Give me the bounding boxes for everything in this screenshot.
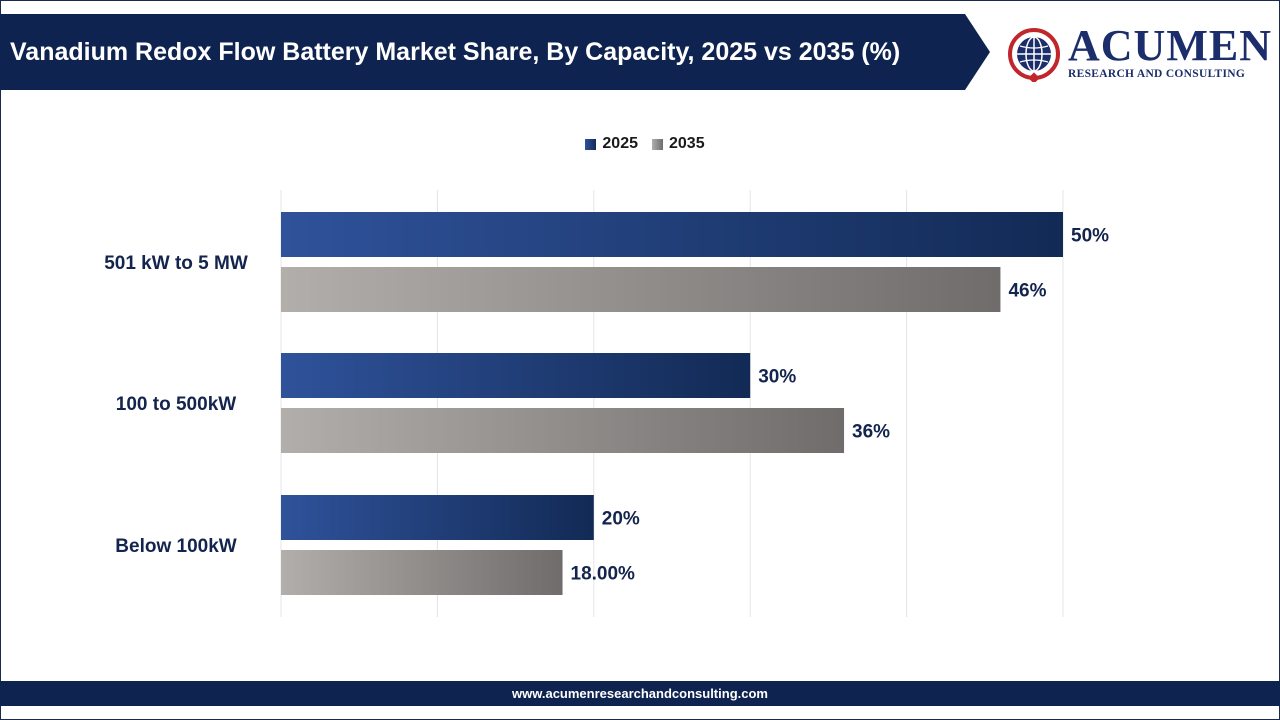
legend-item-2025: 2025 — [585, 135, 638, 153]
data-label: 36% — [852, 422, 890, 443]
company-logo: ACUMEN RESEARCH AND CONSULTING — [1006, 22, 1271, 86]
bar-2035-1 — [281, 408, 845, 453]
category-label: 100 to 500kW — [116, 394, 236, 415]
bar-2025-0 — [281, 212, 1063, 257]
data-label: 30% — [758, 367, 796, 388]
data-label: 18.00% — [571, 564, 636, 585]
bar-2025-1 — [281, 353, 751, 398]
footer-url: www.acumenresearchandconsulting.com — [512, 686, 768, 701]
gridlines — [280, 190, 1064, 617]
category-label: 501 kW to 5 MW — [104, 253, 248, 274]
labels: 501 kW to 5 MW 50% 46% 100 to 500kW 30% 36% Be… — [104, 226, 1109, 585]
bar-2035-2 — [281, 550, 563, 595]
logo-tagline: RESEARCH AND CONSULTING — [1068, 68, 1246, 80]
header-banner: Vanadium Redox Flow Battery Market Share… — [0, 14, 990, 90]
legend-swatch-2035 — [652, 138, 663, 150]
globe-icon — [1008, 28, 1060, 82]
data-label: 46% — [1008, 281, 1046, 302]
chart-legend: 2025 2035 — [0, 135, 1280, 153]
page-title: Vanadium Redox Flow Battery Market Share… — [10, 37, 901, 66]
bar-2035-0 — [281, 267, 1001, 312]
logo-wordmark: ACUMEN — [1068, 21, 1272, 70]
bars — [281, 212, 1063, 595]
data-label: 20% — [602, 509, 640, 530]
footer-bar: www.acumenresearchandconsulting.com — [0, 681, 1280, 706]
legend-item-2035: 2035 — [652, 135, 705, 153]
legend-label-2035: 2035 — [669, 135, 705, 152]
legend-label-2025: 2025 — [602, 135, 638, 152]
legend-swatch-2025 — [585, 138, 597, 150]
bar-2025-2 — [281, 495, 594, 540]
category-label: Below 100kW — [115, 536, 236, 557]
data-label: 50% — [1071, 226, 1109, 247]
